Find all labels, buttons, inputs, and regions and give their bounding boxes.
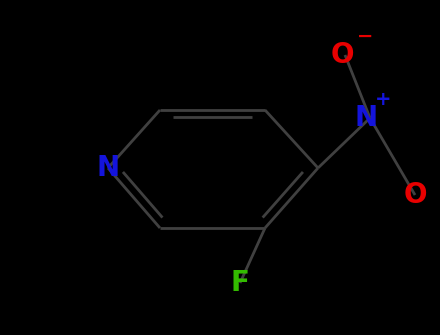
Text: +: + (375, 90, 392, 109)
Text: N: N (355, 104, 378, 132)
Text: N: N (96, 154, 120, 182)
Text: O: O (331, 41, 355, 69)
Text: F: F (231, 269, 249, 297)
Text: O: O (403, 181, 427, 209)
Text: −: − (356, 27, 373, 46)
